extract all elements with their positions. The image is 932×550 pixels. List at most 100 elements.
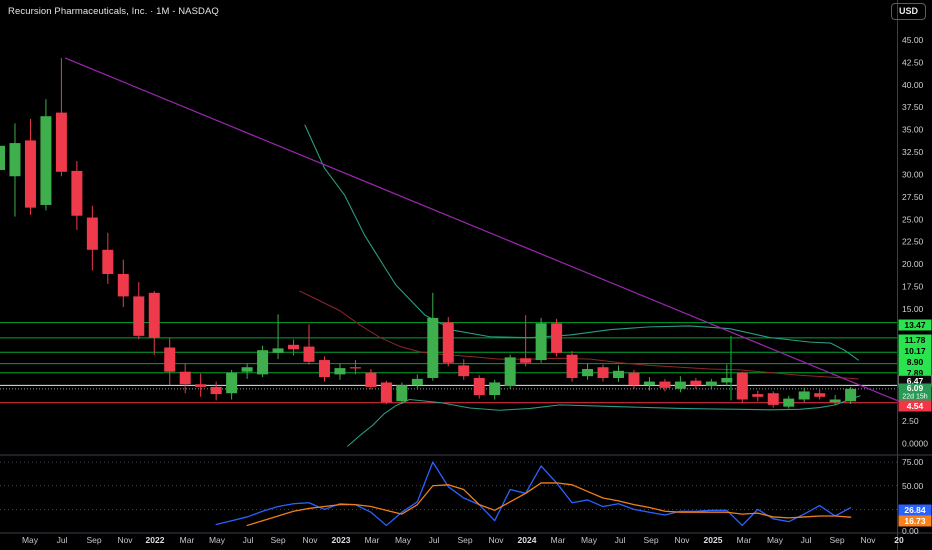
- candle-body: [396, 385, 408, 402]
- time-axis-label: Jul: [801, 535, 812, 545]
- price-axis-label: 15.00: [902, 304, 924, 314]
- candle-body: [674, 381, 686, 389]
- price-axis-label: 40.00: [902, 80, 924, 90]
- time-axis-label: Sep: [643, 535, 658, 545]
- currency-toggle-button[interactable]: USD: [890, 3, 926, 20]
- candle-body: [520, 358, 532, 363]
- indicator-axis-label: 0.00: [902, 526, 919, 536]
- candle-body: [798, 391, 810, 400]
- candle-body: [318, 360, 330, 378]
- candle-body: [71, 170, 83, 216]
- symbol-legend[interactable]: Recursion Pharmaceuticals, Inc. · 1M - N…: [8, 6, 219, 17]
- candle-body: [442, 322, 454, 363]
- candle-body: [86, 217, 98, 250]
- candle-body: [427, 317, 439, 378]
- candle-body: [257, 350, 269, 375]
- candle-body: [613, 370, 624, 378]
- time-axis-label: Sep: [86, 535, 101, 545]
- price-level-badge-text: 8.90: [907, 357, 924, 367]
- price-level-badge: [898, 367, 932, 379]
- candle-body: [643, 381, 655, 386]
- price-level-badge-text: 6.47: [907, 376, 924, 386]
- chart-topbar: Recursion Pharmaceuticals, Inc. · 1M - N…: [0, 0, 932, 24]
- time-axis-label: Sep: [457, 535, 472, 545]
- time-axis-label: 2022: [146, 535, 165, 545]
- price-level-badge: [898, 334, 932, 346]
- candle-body: [241, 367, 253, 372]
- candle-body: [55, 112, 67, 172]
- time-axis-label: Jul: [429, 535, 440, 545]
- time-axis-label: May: [581, 535, 598, 545]
- candle-body: [0, 145, 5, 170]
- candle-body: [288, 344, 300, 350]
- time-axis-label: 2023: [332, 535, 351, 545]
- symbol-title: Recursion Pharmaceuticals, Inc. · 1M - N…: [8, 6, 219, 17]
- candle-body: [303, 346, 315, 362]
- candle-body: [117, 273, 129, 297]
- candle-body: [814, 393, 826, 397]
- candle-body: [489, 382, 501, 396]
- time-axis[interactable]: [0, 533, 932, 550]
- candle-body: [690, 380, 702, 386]
- candle-body: [195, 384, 207, 387]
- time-axis-label: 2025: [704, 535, 723, 545]
- price-level-badge: [898, 345, 932, 357]
- time-axis-label: Sep: [829, 535, 844, 545]
- candle-body: [458, 365, 470, 377]
- price-level-badge-text: 10.17: [904, 346, 926, 356]
- candle-body: [845, 388, 857, 402]
- candle-body: [411, 378, 423, 386]
- price-axis-label: 17.50: [902, 282, 924, 292]
- candle-body: [380, 382, 392, 403]
- candle-body: [473, 377, 485, 396]
- time-axis-label: Mar: [180, 535, 195, 545]
- candle-body: [210, 386, 222, 395]
- price-axis[interactable]: [897, 0, 932, 533]
- price-axis-label: 30.00: [902, 169, 924, 179]
- price-axis-label: 22.50: [902, 237, 924, 247]
- bollinger-lower-band: [347, 395, 861, 447]
- price-level-badge-text: 4.54: [907, 401, 924, 411]
- price-axis-label: 2.50: [902, 416, 919, 426]
- price-level-badge-text: 11.78: [905, 335, 926, 345]
- time-axis-label: Mar: [737, 535, 752, 545]
- candle-body: [40, 116, 52, 205]
- candle-body: [504, 357, 516, 387]
- oscillator-value-badge-text: 26.84: [904, 505, 926, 515]
- bollinger-upper-band: [304, 124, 859, 361]
- oscillator-value-badge: [898, 504, 932, 516]
- current-price-badge: [898, 383, 932, 401]
- time-axis-label: 2024: [518, 535, 537, 545]
- price-axis-label: 42.50: [902, 57, 924, 67]
- candle-body: [566, 354, 578, 378]
- time-axis-label: May: [22, 535, 39, 545]
- indicator-axis-label: 75.00: [902, 457, 924, 467]
- candle-body: [9, 143, 21, 177]
- price-axis-label: 32.50: [902, 147, 924, 157]
- price-level-badge: [898, 319, 932, 331]
- time-axis-label: Sep: [270, 535, 285, 545]
- price-level-badge: [898, 356, 932, 368]
- time-axis-label: Nov: [488, 535, 504, 545]
- candle-body: [752, 394, 764, 397]
- candle-body: [148, 292, 160, 338]
- oscillator-fast-line: [215, 461, 852, 527]
- candle-body: [582, 369, 594, 377]
- candle-body: [597, 367, 609, 378]
- time-axis-label: Nov: [117, 535, 133, 545]
- candle-body: [226, 372, 238, 394]
- time-axis-label: Jul: [615, 535, 626, 545]
- candle-body: [659, 381, 671, 388]
- trendline[interactable]: [64, 57, 909, 406]
- candle-body: [829, 399, 841, 403]
- current-price-countdown: 22d 15h: [902, 394, 927, 401]
- time-axis-label: Nov: [674, 535, 690, 545]
- price-level-badge-text: 13.47: [904, 320, 926, 330]
- time-axis-label: May: [209, 535, 226, 545]
- price-axis-label: 25.00: [902, 214, 924, 224]
- candle-body: [164, 347, 176, 372]
- candle-body: [133, 296, 145, 336]
- price-axis-label: 45.00: [902, 35, 924, 45]
